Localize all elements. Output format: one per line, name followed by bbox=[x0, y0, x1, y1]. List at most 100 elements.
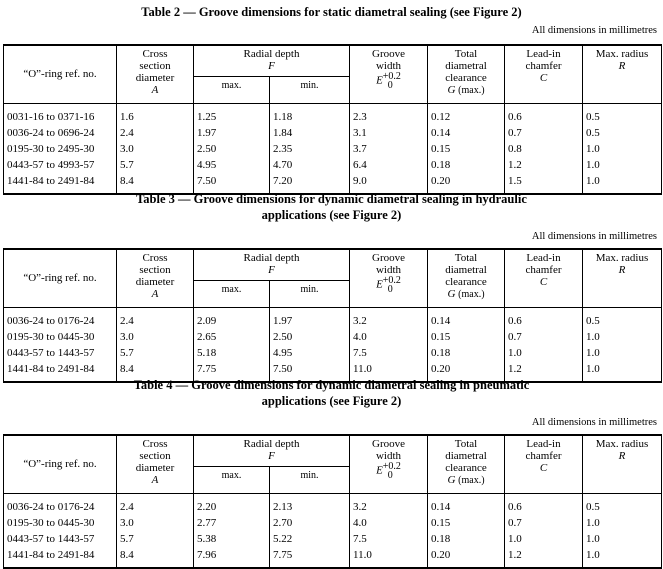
table-cell: 4.70 bbox=[269, 156, 350, 173]
table-cell: 0036-24 to 0176-24 bbox=[3, 493, 117, 515]
table-cell: 2.09 bbox=[193, 307, 270, 329]
table-cell: 4.95 bbox=[269, 344, 350, 361]
table-row: 0443-57 to 1443-57 5.7 5.38 5.22 7.5 0.18 1.0 1… bbox=[3, 530, 662, 547]
table-cell: 2.3 bbox=[349, 103, 428, 125]
tolerance-upper: +0.2 bbox=[382, 71, 401, 82]
header-text: width bbox=[375, 264, 402, 276]
header-text: Groove bbox=[372, 252, 405, 264]
table-cell: 3.0 bbox=[116, 328, 194, 345]
header-text: clearance bbox=[445, 276, 487, 288]
table-3: “O”-ring ref. no. Cross section diameter… bbox=[3, 248, 662, 383]
table-cell: 1.2 bbox=[504, 546, 583, 568]
col-header-max-radius: Max. radius R bbox=[582, 435, 662, 494]
header-text: Max. radius bbox=[595, 252, 649, 264]
col-header-ref: “O”-ring ref. no. bbox=[3, 249, 117, 308]
table-cell: 2.4 bbox=[116, 124, 194, 141]
table-4-title-line-1: Table 4 — Groove dimensions for dynamic … bbox=[133, 378, 530, 392]
header-text: Lead-in bbox=[526, 438, 561, 450]
table-cell: 1.0 bbox=[504, 344, 583, 361]
col-header-ref-label: “O”-ring ref. no. bbox=[23, 68, 97, 81]
header-text: diameter bbox=[135, 462, 175, 474]
header-text: section bbox=[139, 450, 171, 462]
table-cell: 1.97 bbox=[269, 307, 350, 329]
tolerance-lower: 0 bbox=[387, 80, 393, 91]
header-text: Cross bbox=[142, 252, 168, 264]
header-text: chamfer bbox=[525, 450, 562, 462]
table-cell: 3.2 bbox=[349, 493, 428, 515]
header-text: Total bbox=[454, 252, 478, 264]
header-text: Groove bbox=[372, 438, 405, 450]
table-row: 0195-30 to 2495-30 3.0 2.50 2.35 3.7 0.15 0.8 1… bbox=[3, 140, 662, 157]
table-cell: 0.5 bbox=[582, 307, 662, 329]
table-3-title-line-1: Table 3 — Groove dimensions for dynamic … bbox=[136, 192, 527, 206]
table-cell: 0443-57 to 1443-57 bbox=[3, 530, 117, 547]
header-text: (max.) bbox=[458, 85, 485, 96]
table-cell: 0.8 bbox=[504, 140, 583, 157]
header-text: clearance bbox=[445, 462, 487, 474]
table-cell: 3.7 bbox=[349, 140, 428, 157]
header-symbol: A bbox=[151, 288, 159, 300]
table-cell: 0443-57 to 4993-57 bbox=[3, 156, 117, 173]
table-row: 0443-57 to 4993-57 5.7 4.95 4.70 6.4 0.18 1.2 1… bbox=[3, 156, 662, 173]
table-row: 0195-30 to 0445-30 3.0 2.77 2.70 4.0 0.15 0.7 1… bbox=[3, 514, 662, 531]
header-text: min. bbox=[300, 283, 319, 295]
col-header-radial-depth: Radial depth F bbox=[193, 45, 350, 77]
table-body: 0036-24 to 0176-24 2.4 2.20 2.13 3.2 0.14 0.6 0… bbox=[3, 493, 662, 568]
table-cell: 8.4 bbox=[116, 546, 194, 568]
table-cell: 2.20 bbox=[193, 493, 270, 515]
header-text: width bbox=[375, 60, 402, 72]
table-cell: 0.18 bbox=[427, 344, 505, 361]
tolerance-lower: 0 bbox=[387, 470, 393, 481]
col-header-max: max. bbox=[193, 466, 270, 494]
table-cell: 1441-84 to 2491-84 bbox=[3, 546, 117, 568]
col-header-radial-depth: Radial depth F bbox=[193, 249, 350, 281]
header-text: Max. radius bbox=[595, 438, 649, 450]
table-cell: 7.75 bbox=[193, 360, 270, 382]
table-cell: 0.5 bbox=[582, 493, 662, 515]
table-row: 1441-84 to 2491-84 8.4 7.75 7.50 11.0 0.20 1.2… bbox=[3, 360, 662, 382]
table-cell: 0.20 bbox=[427, 546, 505, 568]
table-3-title-line-2: applications (see Figure 2) bbox=[261, 208, 402, 222]
table-cell: 0036-24 to 0176-24 bbox=[3, 307, 117, 329]
table-row: 0036-24 to 0696-24 2.4 1.97 1.84 3.1 0.14 0.7 0… bbox=[3, 124, 662, 141]
table-cell: 5.7 bbox=[116, 344, 194, 361]
table-cell: 1.0 bbox=[582, 328, 662, 345]
col-header-groove-width: Groove width E+0.2 0 bbox=[349, 45, 428, 104]
table-cell: 0036-24 to 0696-24 bbox=[3, 124, 117, 141]
header-text: Lead-in bbox=[526, 252, 561, 264]
header-text: Total bbox=[454, 438, 478, 450]
table-cell: 1.18 bbox=[269, 103, 350, 125]
table-4-title-line-2: applications (see Figure 2) bbox=[261, 394, 402, 408]
table-cell: 5.22 bbox=[269, 530, 350, 547]
header-text: section bbox=[139, 60, 171, 72]
table-cell: 0.6 bbox=[504, 493, 583, 515]
col-header-radial-depth: Radial depth F bbox=[193, 435, 350, 467]
header-symbol: G bbox=[447, 288, 456, 300]
col-header-min: min. bbox=[269, 76, 350, 104]
table-cell: 2.13 bbox=[269, 493, 350, 515]
table-cell: 4.0 bbox=[349, 328, 428, 345]
col-header-cross-section: Cross section diameter A bbox=[116, 435, 194, 494]
table-cell: 5.7 bbox=[116, 156, 194, 173]
table-cell: 1441-84 to 2491-84 bbox=[3, 172, 117, 194]
table-cell: 0.7 bbox=[504, 328, 583, 345]
col-header-groove-width: Groove width E+0.2 0 bbox=[349, 249, 428, 308]
col-header-max: max. bbox=[193, 280, 270, 308]
table-cell: 5.7 bbox=[116, 530, 194, 547]
header-text: chamfer bbox=[525, 60, 562, 72]
table-3-units: All dimensions in millimetres bbox=[531, 231, 657, 242]
groove-tolerance: +0.2 0 bbox=[382, 71, 401, 91]
table-cell: 6.4 bbox=[349, 156, 428, 173]
table-cell: 1.0 bbox=[582, 172, 662, 194]
header-text: min. bbox=[300, 79, 319, 91]
table-row: 0036-24 to 0176-24 2.4 2.20 2.13 3.2 0.14 0.6 0… bbox=[3, 493, 662, 515]
groove-tolerance: +0.2 0 bbox=[383, 276, 401, 295]
table-cell: 1.2 bbox=[504, 156, 583, 173]
table-4-units: All dimensions in millimetres bbox=[531, 417, 657, 428]
table-cell: 0031-16 to 0371-16 bbox=[3, 103, 117, 125]
col-header-ref-label: “O”-ring ref. no. bbox=[23, 458, 97, 471]
table-cell: 0.7 bbox=[504, 514, 583, 531]
header-symbol: R bbox=[618, 450, 626, 462]
header-text: diameter bbox=[135, 72, 175, 84]
table-cell: 7.96 bbox=[193, 546, 270, 568]
